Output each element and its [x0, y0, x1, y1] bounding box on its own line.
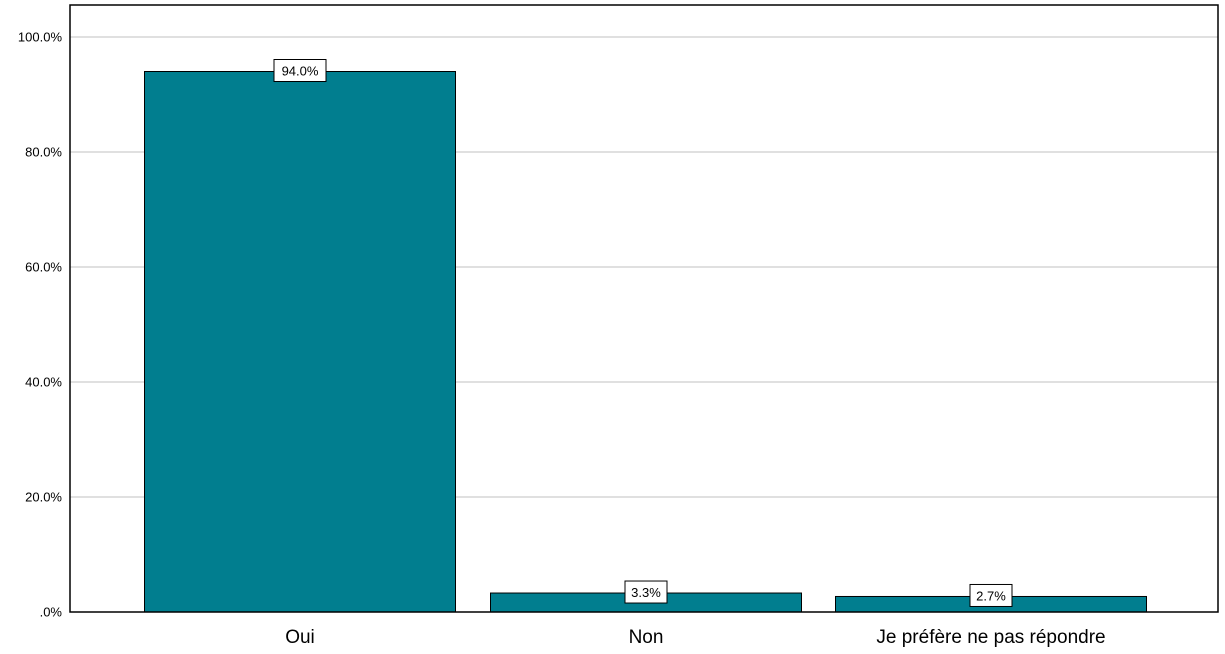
y-tick-label: 100.0% — [18, 30, 63, 45]
y-tick-label: 40.0% — [25, 375, 62, 390]
x-category-label: Non — [629, 627, 664, 648]
x-category-label: Oui — [285, 627, 315, 648]
data-label: 2.7% — [976, 588, 1006, 603]
data-label: 3.3% — [631, 585, 661, 600]
y-tick-label: 20.0% — [25, 490, 62, 505]
y-tick-label: 60.0% — [25, 260, 62, 275]
plot-frame — [69, 4, 1219, 613]
y-tick-label: 80.0% — [25, 145, 62, 160]
bars — [144, 71, 1147, 613]
data-label: 94.0% — [282, 64, 319, 79]
data-label-box — [969, 583, 1013, 607]
x-axis-categories: Oui Non Je préfère ne pas répondre — [285, 627, 1105, 648]
x-category-label: Je préfère ne pas répondre — [876, 627, 1105, 648]
y-tick-label: .0% — [40, 605, 63, 620]
data-label-box — [273, 59, 327, 82]
data-label-box — [624, 580, 668, 604]
bar-1 — [144, 71, 456, 613]
y-axis-ticks: .0% 20.0% 40.0% 60.0% 80.0% 100.0% — [18, 30, 63, 620]
data-labels: 94.0% 3.3% 2.7% — [273, 59, 1013, 607]
